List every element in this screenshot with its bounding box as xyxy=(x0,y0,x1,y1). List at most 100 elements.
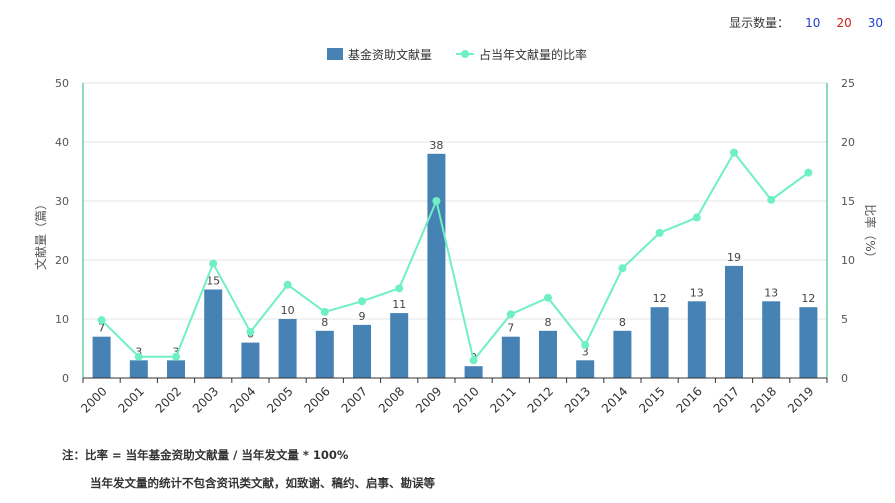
footnote-line-2: 当年发文量的统计不包含资讯类文献，如致谢、稿约、启事、勘误等 xyxy=(90,476,435,490)
y-left-tick-label: 50 xyxy=(55,77,69,90)
ratio-point[interactable] xyxy=(730,148,738,157)
ratio-point[interactable] xyxy=(506,310,515,319)
bar[interactable] xyxy=(613,330,632,378)
chart: 基金资助文献量 占当年文献量的比率 7331561089113827838121… xyxy=(33,47,878,416)
y-left-tick-label: 40 xyxy=(55,136,69,149)
bar[interactable] xyxy=(464,366,483,378)
y-right-tick-label: 10 xyxy=(841,254,855,267)
ratio-point[interactable] xyxy=(692,213,701,222)
ratio-point[interactable] xyxy=(358,297,366,306)
x-tick-label: 2010 xyxy=(450,384,481,415)
bars xyxy=(92,153,818,379)
display-count-option-10[interactable]: 10 xyxy=(805,15,821,30)
y-left-tick-label: 20 xyxy=(55,254,69,267)
y-left-tick-label: 10 xyxy=(55,313,69,326)
x-tick-label: 2000 xyxy=(78,384,109,415)
ratio-point[interactable] xyxy=(767,195,776,204)
bar[interactable] xyxy=(687,301,706,378)
legend-line-label[interactable]: 占当年文献量的比率 xyxy=(479,47,587,62)
x-tick-label: 2005 xyxy=(264,384,295,415)
bar-value-label: 8 xyxy=(545,316,552,329)
bar-value-label: 13 xyxy=(764,286,778,299)
bar[interactable] xyxy=(501,336,520,378)
bar-value-label: 12 xyxy=(801,292,815,305)
x-tick-label: 2001 xyxy=(115,384,146,415)
bar-value-label: 3 xyxy=(582,345,589,358)
x-tick-label: 2002 xyxy=(153,384,184,415)
y-left-tick-label: 30 xyxy=(55,195,69,208)
ratio-point[interactable] xyxy=(469,356,478,365)
x-tick-label: 2007 xyxy=(339,384,370,415)
bar-value-label: 19 xyxy=(727,251,741,264)
bar[interactable] xyxy=(576,360,595,378)
display-count-option-30[interactable]: 30 xyxy=(867,15,883,30)
ratio-point[interactable] xyxy=(97,316,106,325)
ratio-line xyxy=(97,148,813,365)
bar-value-label: 13 xyxy=(690,286,704,299)
bar[interactable] xyxy=(278,319,297,378)
footnote-line-1: 注：比率 = 当年基金资助文献量 / 当年发文量 * 100% xyxy=(62,448,349,462)
bar[interactable] xyxy=(315,330,334,378)
x-tick-label: 2014 xyxy=(599,384,630,415)
ratio-point[interactable] xyxy=(581,340,590,349)
ratio-point[interactable] xyxy=(320,307,329,316)
bar[interactable] xyxy=(799,307,818,378)
bar[interactable] xyxy=(204,289,223,379)
bar-value-label: 11 xyxy=(392,298,406,311)
bar[interactable] xyxy=(167,360,185,378)
bar-value-label: 10 xyxy=(281,304,295,317)
x-tick-label: 2016 xyxy=(673,384,704,415)
bar-value-label: 3 xyxy=(135,345,142,358)
bar[interactable] xyxy=(650,307,669,378)
ratio-point[interactable] xyxy=(172,352,180,361)
x-tick-label: 2004 xyxy=(227,384,258,415)
ratio-line-path xyxy=(100,150,809,363)
bar[interactable] xyxy=(390,313,409,378)
x-tick-label: 2013 xyxy=(562,384,593,415)
ratio-point[interactable] xyxy=(804,168,813,177)
x-tick-label: 2006 xyxy=(301,384,332,415)
y-left-axis-title: 文献量（篇） xyxy=(33,198,48,270)
bar-value-label: 9 xyxy=(359,310,366,323)
y-right-tick-label: 5 xyxy=(841,313,848,326)
x-tick-label: 2011 xyxy=(487,384,518,415)
y-right-tick-label: 0 xyxy=(841,372,848,385)
bar[interactable] xyxy=(353,324,371,378)
bar-value-label: 12 xyxy=(653,292,667,305)
ratio-point[interactable] xyxy=(655,228,664,237)
ratio-point[interactable] xyxy=(618,264,627,273)
bar[interactable] xyxy=(539,330,557,378)
y-right-tick-label: 25 xyxy=(841,77,855,90)
legend-line-marker[interactable] xyxy=(461,50,469,58)
bar-value-label: 8 xyxy=(321,316,328,329)
bar-labels: 73315610891138278381213191312 xyxy=(98,139,815,364)
ratio-point[interactable] xyxy=(432,197,441,205)
bar[interactable] xyxy=(762,301,781,378)
bar[interactable] xyxy=(92,336,111,378)
bar-value-label: 7 xyxy=(507,322,514,335)
ratio-point[interactable] xyxy=(246,327,255,336)
x-tick-label: 2003 xyxy=(190,384,221,415)
bar-value-label: 38 xyxy=(429,139,443,152)
x-tick-label: 2017 xyxy=(711,384,742,415)
display-count-option-20[interactable]: 20 xyxy=(836,15,852,30)
display-count-selector: 显示数量： 10 20 30 xyxy=(729,14,883,31)
x-tick-label: 2018 xyxy=(748,384,779,415)
ratio-point[interactable] xyxy=(283,280,292,289)
legend-bar-swatch[interactable] xyxy=(327,48,343,60)
x-tick-label: 2008 xyxy=(376,384,407,415)
bar[interactable] xyxy=(427,153,446,378)
ratio-point[interactable] xyxy=(544,293,552,302)
ratio-point[interactable] xyxy=(395,284,404,293)
ratio-point[interactable] xyxy=(134,352,143,361)
y-right-tick-label: 20 xyxy=(841,136,855,149)
bar[interactable] xyxy=(241,342,260,378)
bar[interactable] xyxy=(129,360,148,378)
ratio-point[interactable] xyxy=(209,259,218,268)
bar-value-label: 7 xyxy=(98,322,105,335)
legend-bar-label[interactable]: 基金资助文献量 xyxy=(348,47,432,62)
bar[interactable] xyxy=(725,265,743,378)
y-right-axis-title: 比率（%） xyxy=(863,204,878,263)
x-tick-label: 2012 xyxy=(525,384,556,415)
x-tick-label: 2015 xyxy=(636,384,667,415)
